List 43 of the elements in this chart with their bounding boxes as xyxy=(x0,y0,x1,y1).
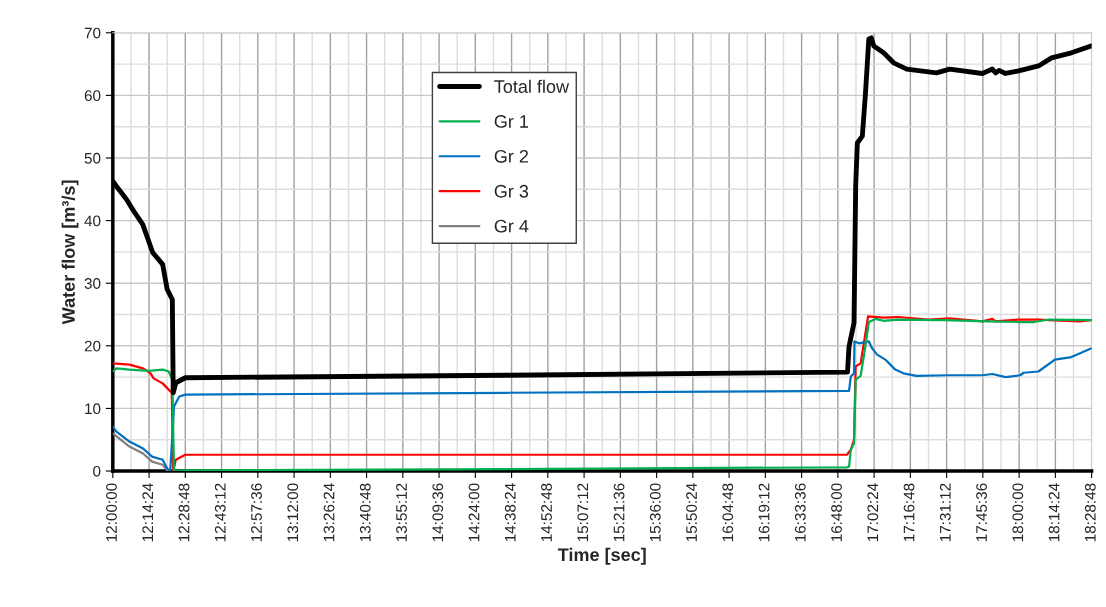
x-tick-label: 18:28:48 xyxy=(1084,483,1096,542)
x-tick-label: 13:26:24 xyxy=(323,483,335,542)
legend-label: Gr 4 xyxy=(494,219,529,233)
x-tick-label: 14:52:48 xyxy=(541,483,552,542)
x-tick-label: 13:40:48 xyxy=(359,483,371,542)
x-tick-label: 14:24:00 xyxy=(468,483,480,542)
y-tick-label: 40 xyxy=(84,215,101,227)
x-tick-label: 14:09:36 xyxy=(432,483,444,542)
legend-label: Gr 2 xyxy=(494,149,528,163)
x-tick-label: 17:02:24 xyxy=(867,483,879,542)
x-tick-label: 13:12:00 xyxy=(287,483,299,542)
y-tick-label: 60 xyxy=(84,90,101,102)
x-tick-label: 16:48:00 xyxy=(831,483,842,542)
y-tick-label: 10 xyxy=(85,403,101,415)
y-axis-title: Water flow [m³/s] xyxy=(61,180,79,325)
x-tick-label: 18:14:24 xyxy=(1048,483,1060,542)
x-tick-label: 13:55:12 xyxy=(396,483,407,542)
y-tick-label: 30 xyxy=(84,278,101,289)
x-tick-label: 15:50:24 xyxy=(686,483,697,542)
x-tick-label: 17:45:36 xyxy=(976,483,987,542)
x-tick-label: 12:57:36 xyxy=(251,483,262,542)
legend-label: Gr 1 xyxy=(494,115,529,128)
x-tick-label: 15:21:36 xyxy=(613,483,625,542)
x-axis-title: Time [sec] xyxy=(557,547,646,565)
x-tick-label: 18:00:00 xyxy=(1012,483,1024,542)
legend-label: Total flow xyxy=(494,79,570,93)
x-tick-label: 12:00:00 xyxy=(106,483,117,542)
y-tick-label: 70 xyxy=(84,27,101,39)
x-tick-label: 16:04:48 xyxy=(722,483,734,542)
x-tick-label: 15:36:00 xyxy=(649,483,661,542)
x-tick-label: 14:38:24 xyxy=(504,483,516,542)
x-tick-label: 16:33:36 xyxy=(794,483,806,542)
legend-label: Gr 3 xyxy=(494,184,529,198)
x-tick-label: 12:43:12 xyxy=(214,483,226,542)
y-tick-label: 20 xyxy=(84,340,101,352)
x-tick-label: 17:31:12 xyxy=(939,483,951,542)
x-tick-label: 15:07:12 xyxy=(577,483,589,542)
x-tick-label: 17:16:48 xyxy=(903,483,915,542)
y-tick-label: 0 xyxy=(93,465,101,477)
x-tick-label: 12:14:24 xyxy=(142,483,154,542)
y-tick-label: 50 xyxy=(84,152,101,164)
x-tick-label: 16:19:12 xyxy=(758,483,770,542)
x-tick-label: 12:28:48 xyxy=(178,483,190,542)
